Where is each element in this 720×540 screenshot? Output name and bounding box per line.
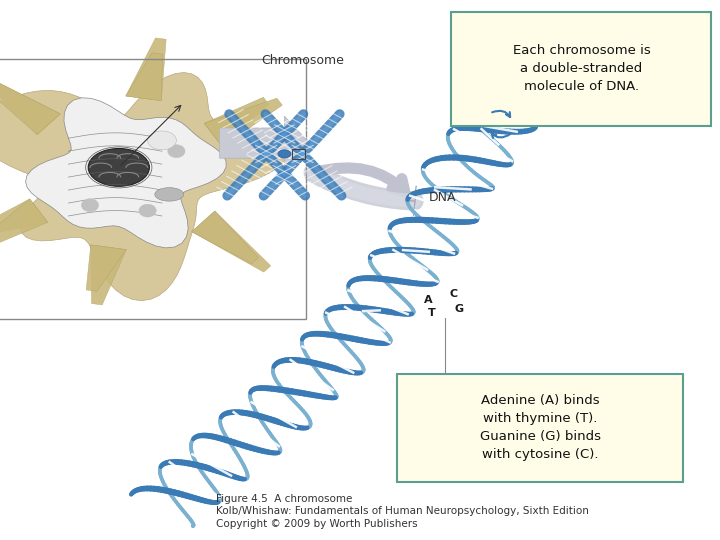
Polygon shape xyxy=(91,245,126,305)
Text: DNA: DNA xyxy=(428,191,456,204)
Polygon shape xyxy=(126,53,163,100)
Text: Each chromosome is
a double-stranded
molecule of DNA.: Each chromosome is a double-stranded mol… xyxy=(513,44,650,93)
Polygon shape xyxy=(220,116,310,170)
Polygon shape xyxy=(0,72,287,301)
Bar xyxy=(0,59,306,319)
Ellipse shape xyxy=(155,187,184,201)
Polygon shape xyxy=(204,97,269,147)
Text: C: C xyxy=(449,289,458,299)
Polygon shape xyxy=(25,98,226,248)
Circle shape xyxy=(81,199,99,212)
Polygon shape xyxy=(126,38,166,100)
Polygon shape xyxy=(204,98,282,147)
Text: G: G xyxy=(455,304,464,314)
Text: Figure 4.5  A chromosome
Kolb/Whishaw: Fundamentals of Human Neuropsychology, Si: Figure 4.5 A chromosome Kolb/Whishaw: Fu… xyxy=(216,494,589,529)
Polygon shape xyxy=(192,211,271,272)
FancyArrowPatch shape xyxy=(492,133,510,138)
Text: A: A xyxy=(424,295,433,305)
FancyBboxPatch shape xyxy=(451,12,711,126)
Text: Adenine (A) binds
with thymine (T).
Guanine (G) binds
with cytosine (C).: Adenine (A) binds with thymine (T). Guan… xyxy=(480,394,600,462)
FancyArrowPatch shape xyxy=(492,111,510,117)
Circle shape xyxy=(139,204,156,217)
Polygon shape xyxy=(0,77,60,134)
Circle shape xyxy=(168,145,185,158)
Polygon shape xyxy=(0,199,48,251)
Ellipse shape xyxy=(148,131,176,150)
Polygon shape xyxy=(406,186,416,216)
Ellipse shape xyxy=(278,150,291,158)
Polygon shape xyxy=(0,199,48,237)
Polygon shape xyxy=(0,83,60,134)
FancyArrowPatch shape xyxy=(316,168,405,191)
FancyBboxPatch shape xyxy=(397,374,683,482)
Polygon shape xyxy=(86,245,126,291)
Polygon shape xyxy=(192,211,258,264)
Text: T: T xyxy=(428,308,436,318)
Text: Chromosome: Chromosome xyxy=(261,55,344,68)
Ellipse shape xyxy=(88,148,150,186)
